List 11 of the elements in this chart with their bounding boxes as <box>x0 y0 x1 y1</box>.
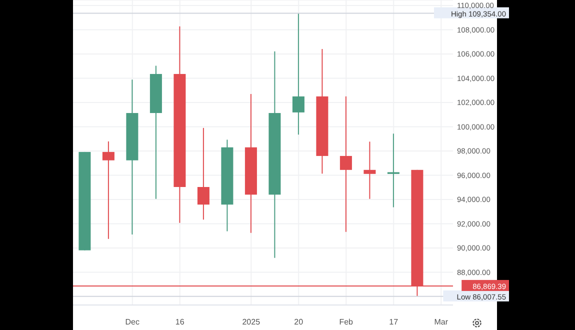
x-tick-label: Mar <box>434 318 448 327</box>
candlestick <box>364 141 376 200</box>
x-tick-label: Feb <box>339 318 354 327</box>
candlestick <box>387 133 400 208</box>
x-tick-label: Dec <box>125 318 140 327</box>
x-tick-label: 17 <box>389 318 399 327</box>
x-tick-label: 20 <box>294 318 304 327</box>
x-tick-label: 2025 <box>242 318 261 327</box>
candlestick <box>102 140 114 240</box>
candlestick <box>197 127 210 220</box>
x-tick-label: 16 <box>175 318 185 327</box>
